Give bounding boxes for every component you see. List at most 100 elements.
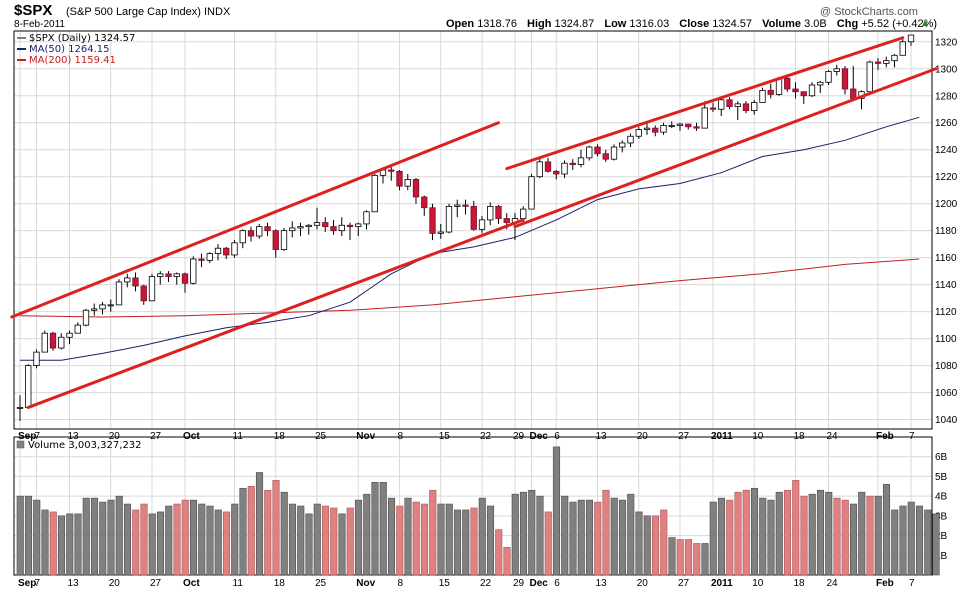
up-arrow-icon: ▲ <box>920 18 930 29</box>
candle <box>140 284 147 305</box>
candle <box>214 244 222 261</box>
volume-bar <box>552 446 561 576</box>
candle <box>883 56 890 68</box>
candle-body <box>91 308 98 311</box>
low-value: 1316.03 <box>629 18 670 30</box>
volume-bar <box>305 513 313 576</box>
volume-bar <box>882 484 891 576</box>
candle-body <box>734 103 741 107</box>
candle-body <box>643 127 651 130</box>
candle-body <box>16 407 24 409</box>
candle-body <box>668 125 675 127</box>
candle-body <box>346 224 354 228</box>
legend-ma200: MA(200) 1159.41 <box>29 55 116 66</box>
candle <box>322 217 329 233</box>
price-x-tick-label: 22 <box>480 431 492 442</box>
volume-bar <box>503 547 511 576</box>
candle <box>16 395 24 421</box>
volume-bar <box>841 499 849 576</box>
price-tick-label: 1260 <box>935 118 958 129</box>
price-x-tick-label: 20 <box>109 431 121 442</box>
price-x-tick-label: 29 <box>513 431 525 442</box>
volume-bar <box>404 497 412 576</box>
candle-body <box>33 351 40 366</box>
volume-bar <box>577 499 585 576</box>
candle-body <box>635 129 642 137</box>
volume-tick-label: 1B <box>935 551 948 562</box>
volume-bar <box>280 491 288 576</box>
price-tick-label: 1280 <box>935 91 958 102</box>
volume-tick-label: 2B <box>935 531 948 542</box>
volume-bar <box>346 507 354 576</box>
candle <box>82 308 90 327</box>
candle <box>66 330 73 345</box>
candle <box>858 90 865 110</box>
candle <box>272 229 279 258</box>
candle <box>181 272 189 293</box>
volume-bar <box>57 515 66 576</box>
candle-body <box>305 224 312 228</box>
candle-body <box>808 84 816 97</box>
price-x-tick-label: Feb <box>876 431 894 442</box>
candle-body <box>41 332 48 353</box>
volume-bar <box>371 482 379 576</box>
candle <box>594 144 601 157</box>
volume-bar <box>635 511 643 576</box>
candle <box>718 98 725 116</box>
candlesticks <box>16 34 915 421</box>
candle <box>206 252 213 264</box>
volume-bar <box>792 480 800 576</box>
candle-body <box>124 277 131 283</box>
candle-body <box>718 99 725 110</box>
volume-x-tick-label: 24 <box>827 578 839 589</box>
volume-bar <box>338 513 346 576</box>
volume-bar <box>924 509 932 576</box>
volume-bar <box>717 497 726 576</box>
volume-bar <box>156 511 165 576</box>
candle <box>586 145 593 161</box>
candle-body <box>371 174 378 213</box>
volume-bar <box>569 501 577 576</box>
volume-x-tick-label: 29 <box>513 578 525 589</box>
candle <box>528 174 535 210</box>
volume-bar <box>412 501 420 576</box>
candle-body <box>157 273 164 277</box>
high-value: 1324.87 <box>554 18 595 30</box>
volume-bar <box>660 509 668 576</box>
volume-bar <box>833 497 841 576</box>
candle <box>124 273 131 288</box>
legend-price: $SPX (Daily) 1324.57 <box>29 33 135 44</box>
volume-x-tick-label: Feb <box>876 578 894 589</box>
candle-body <box>231 242 238 256</box>
volume-bar <box>643 515 651 576</box>
price-tick-label: 1160 <box>935 253 957 264</box>
candle <box>256 223 263 239</box>
price-x-tick-label: Dec <box>530 431 549 442</box>
trendline <box>10 121 500 319</box>
volume-value: 3.0B <box>804 18 827 30</box>
ticker-description: (S&P 500 Large Cap Index) INDX <box>66 6 231 18</box>
price-x-tick-label: 27 <box>150 431 162 442</box>
volume-bar <box>198 503 206 576</box>
candle <box>437 223 444 239</box>
candle <box>239 229 246 249</box>
candle <box>866 60 873 94</box>
volume-bar <box>709 501 717 576</box>
candle-body <box>99 304 106 310</box>
candle-body <box>470 205 477 230</box>
candle-body <box>289 227 296 232</box>
volume-x-tick-label: 27 <box>150 578 162 589</box>
candle-body <box>445 205 453 233</box>
candle <box>693 122 700 131</box>
high-label: High <box>527 18 552 30</box>
candle <box>685 123 692 130</box>
volume-x-tick-label: Nov <box>356 578 375 589</box>
volume-bar <box>247 485 255 576</box>
candle-body <box>487 205 494 221</box>
candle-body <box>569 162 576 165</box>
volume-bar <box>726 499 734 576</box>
candle <box>190 256 197 285</box>
volume-bar <box>123 503 132 576</box>
volume-bar <box>915 505 924 576</box>
volume-bar <box>478 497 486 576</box>
